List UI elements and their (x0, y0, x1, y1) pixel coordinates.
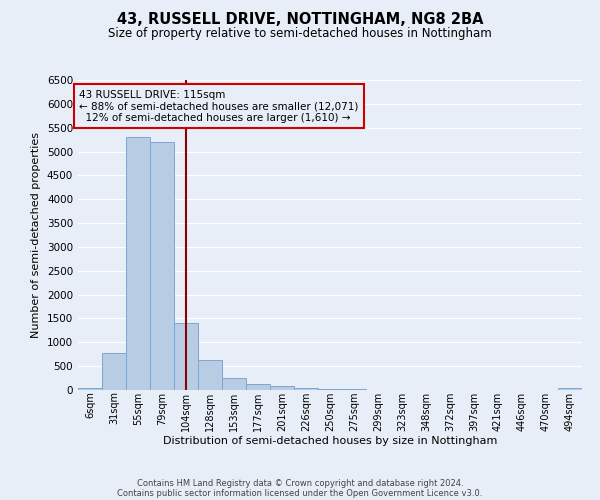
Text: 43, RUSSELL DRIVE, NOTTINGHAM, NG8 2BA: 43, RUSSELL DRIVE, NOTTINGHAM, NG8 2BA (117, 12, 483, 28)
Bar (294, 388, 318, 390)
Bar (150, 142, 174, 390)
Bar (318, 388, 342, 390)
Bar (78, 388, 102, 390)
Bar (246, 384, 270, 390)
Bar (558, 388, 582, 390)
X-axis label: Distribution of semi-detached houses by size in Nottingham: Distribution of semi-detached houses by … (163, 436, 497, 446)
Bar (198, 360, 222, 390)
Y-axis label: Number of semi-detached properties: Number of semi-detached properties (31, 132, 41, 338)
Bar (342, 389, 366, 390)
Bar (102, 353, 126, 390)
Bar (222, 378, 246, 390)
Text: Contains HM Land Registry data © Crown copyright and database right 2024.: Contains HM Land Registry data © Crown c… (137, 478, 463, 488)
Text: Size of property relative to semi-detached houses in Nottingham: Size of property relative to semi-detach… (108, 28, 492, 40)
Text: 43 RUSSELL DRIVE: 115sqm
← 88% of semi-detached houses are smaller (12,071)
  12: 43 RUSSELL DRIVE: 115sqm ← 88% of semi-d… (79, 90, 359, 122)
Bar (174, 323, 198, 390)
Bar (126, 137, 150, 390)
Text: Contains public sector information licensed under the Open Government Licence v3: Contains public sector information licen… (118, 488, 482, 498)
Bar (270, 386, 294, 390)
